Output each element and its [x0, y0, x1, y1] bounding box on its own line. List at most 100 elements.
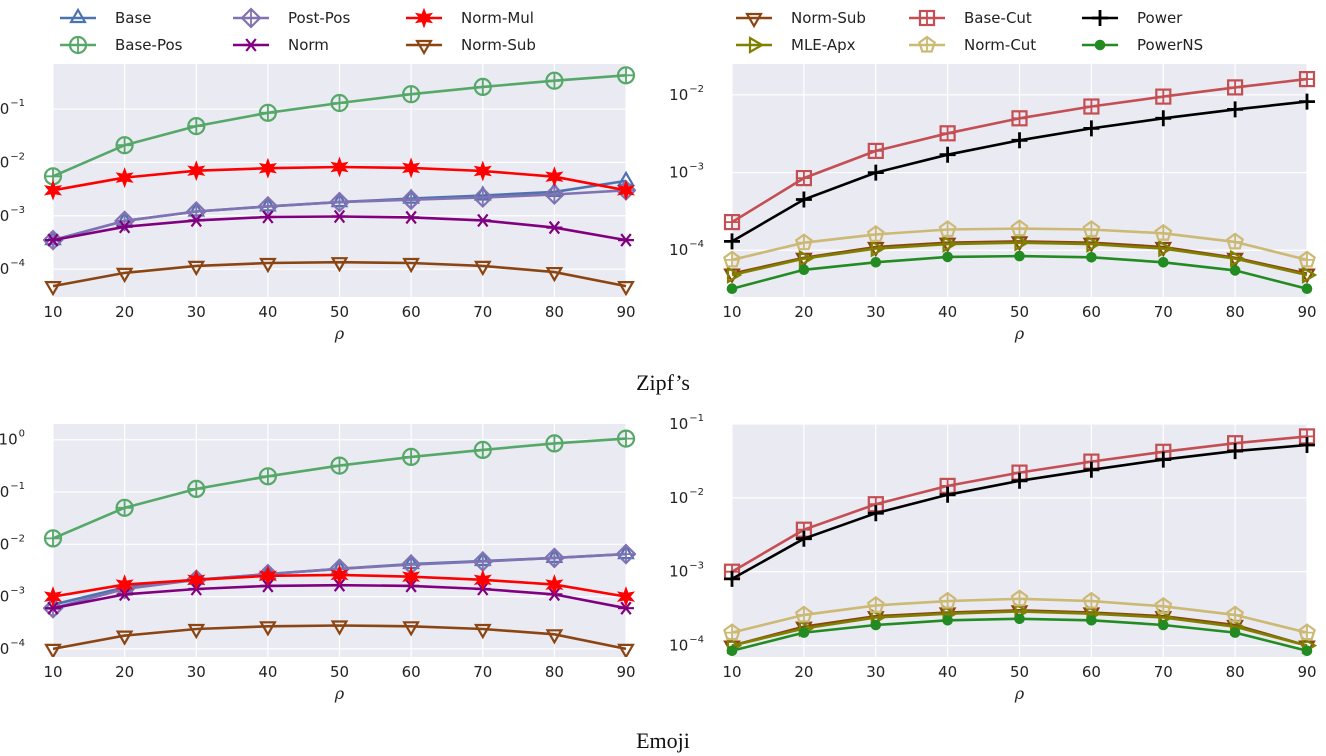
data-point — [115, 136, 134, 155]
data-point — [472, 186, 494, 209]
data-point — [546, 220, 563, 235]
x-tick-label: 50 — [1010, 663, 1029, 681]
data-point — [1014, 613, 1025, 625]
data-point — [616, 586, 636, 608]
data-point — [1158, 239, 1174, 258]
legend-marker-icon — [243, 38, 259, 52]
data-point — [795, 170, 813, 187]
legend-item-base: Base — [60, 7, 152, 27]
data-point — [115, 498, 134, 517]
data-point — [1010, 589, 1029, 607]
x-tick-label: 70 — [1154, 303, 1173, 321]
data-point — [794, 233, 813, 251]
x-tick-label: 50 — [1010, 303, 1029, 321]
data-point — [1299, 93, 1315, 110]
data-point — [726, 645, 738, 657]
y-tick-label: 10−1 — [0, 98, 25, 118]
data-point — [187, 260, 206, 277]
x-tick-label: 30 — [187, 663, 206, 681]
data-point — [616, 429, 636, 448]
series-base-pos — [43, 66, 636, 186]
data-point — [330, 156, 349, 178]
data-point — [259, 621, 277, 637]
x-tick-label: 40 — [258, 303, 277, 321]
data-point — [1226, 232, 1245, 250]
data-point — [866, 225, 885, 242]
data-point — [870, 619, 882, 631]
series-norm-mul — [43, 156, 636, 201]
data-point — [330, 620, 349, 636]
y-tick-label: 10−4 — [0, 258, 25, 278]
data-point — [1154, 223, 1173, 241]
legend-marker-icon — [1094, 39, 1106, 51]
data-point — [187, 160, 206, 182]
data-point — [616, 66, 636, 85]
x-tick-label: 10 — [43, 303, 62, 321]
x-tick-label: 20 — [794, 303, 813, 321]
data-point — [723, 623, 741, 641]
legend-item-post-pos: Post-Pos — [233, 7, 350, 29]
series-norm-cut — [723, 219, 1316, 268]
data-point — [618, 233, 634, 247]
data-point — [1154, 596, 1173, 614]
data-point — [1229, 627, 1241, 638]
legend-label: MLE-Apx — [791, 36, 856, 54]
data-point — [44, 643, 62, 657]
y-tick-label: 10−2 — [669, 487, 704, 507]
panel-emoji-left: 10 20 30 40 50 60 70 80 90 10−4 10−3 10−2 10−1 100 ρ — [0, 424, 636, 703]
data-point — [328, 191, 351, 213]
legend-right: Norm-Sub MLE-Apx Base-Cut Norm-Cut Power Powe… — [736, 9, 1203, 54]
data-point — [1083, 98, 1100, 115]
series-norm-sub — [44, 620, 635, 657]
data-point — [402, 257, 420, 274]
legend-label: Base-Cut — [964, 9, 1032, 27]
data-point — [115, 267, 134, 284]
data-point — [870, 239, 886, 258]
data-point — [187, 623, 206, 640]
y-tick-label: 10−1 — [0, 481, 25, 501]
x-tick-label: 90 — [616, 303, 635, 321]
x-tick-label: 90 — [1297, 303, 1316, 321]
data-point — [545, 267, 564, 283]
y-tick-label: 10−3 — [0, 205, 25, 225]
legend-item-base-pos: Base-Pos — [60, 35, 183, 55]
data-point — [473, 440, 492, 459]
series-norm-mul — [43, 564, 636, 608]
x-tick-label: 10 — [722, 663, 741, 681]
legend-item-norm-sub: Norm-Sub — [406, 36, 536, 56]
legend-marker-icon — [414, 7, 434, 29]
data-point — [795, 530, 812, 547]
data-point — [330, 257, 349, 273]
data-point — [866, 596, 885, 613]
data-point — [1158, 256, 1169, 268]
series-norm-sub — [44, 257, 635, 297]
data-point — [1011, 110, 1028, 127]
y-tick-label: 10−3 — [669, 162, 704, 182]
legend-label: Base-Pos — [115, 36, 183, 54]
data-point — [939, 486, 956, 503]
data-point — [258, 103, 277, 122]
x-tick-label: 60 — [402, 303, 421, 321]
data-point — [867, 505, 884, 522]
x-tick-label: 90 — [1297, 663, 1316, 681]
data-point — [1155, 88, 1172, 105]
x-tick-label: 60 — [402, 663, 421, 681]
y-tick-label: 10−2 — [0, 151, 25, 171]
data-point — [1158, 619, 1169, 631]
series-mle-apx — [726, 233, 1317, 284]
data-point — [795, 191, 812, 208]
data-point — [1226, 79, 1244, 96]
x-tick-label: 20 — [794, 663, 813, 681]
data-point — [616, 179, 636, 201]
data-point — [330, 564, 349, 586]
data-point — [402, 85, 421, 104]
data-point — [259, 257, 277, 274]
caption-emoji: Emoji — [636, 728, 690, 753]
series-powerns — [726, 250, 1313, 295]
data-point — [402, 157, 421, 179]
x-axis-label: ρ — [334, 684, 345, 703]
data-point — [1011, 472, 1028, 489]
data-point — [617, 643, 635, 657]
data-point — [115, 167, 134, 189]
legend-label: Power — [1137, 9, 1183, 27]
